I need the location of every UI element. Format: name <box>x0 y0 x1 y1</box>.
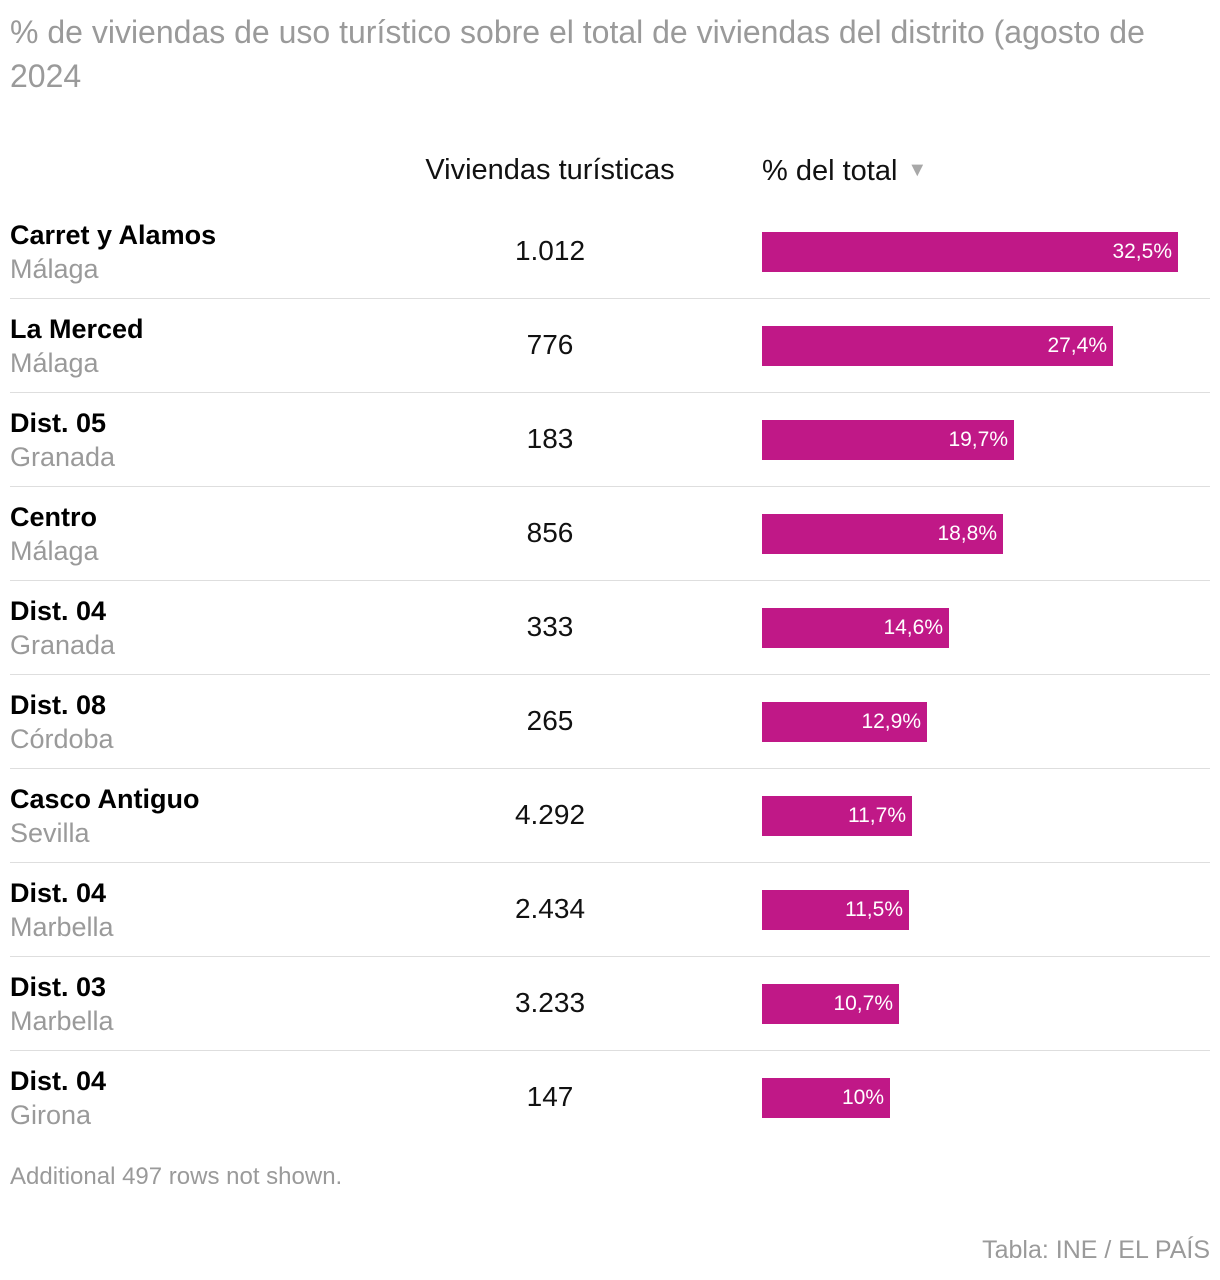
district-name: Dist. 05 <box>10 408 107 438</box>
table-body: Carret y Alamos Málaga 1.012 32,5% La Merced… <box>0 205 1220 1145</box>
tourist-housing-count: 856 <box>526 517 574 548</box>
pct-bar: 18,8% <box>762 514 1003 554</box>
city-name: Marbella <box>10 1006 114 1036</box>
pct-bar: 12,9% <box>762 702 927 742</box>
district-name: Dist. 04 <box>10 596 107 626</box>
pct-bar: 14,6% <box>762 608 949 648</box>
pct-bar-label: 18,8% <box>937 522 997 545</box>
tourist-housing-count: 265 <box>526 705 574 736</box>
pct-bar: 19,7% <box>762 420 1014 460</box>
city-name: Málaga <box>10 348 99 378</box>
tourist-housing-count: 1.012 <box>514 235 586 266</box>
district-name: La Merced <box>10 314 144 344</box>
pct-bar-label: 10% <box>841 1086 884 1109</box>
table-row: La Merced Málaga 776 27,4% <box>0 299 1220 393</box>
tourist-housing-count: 3.233 <box>514 987 586 1018</box>
rows-not-shown-note: Additional 497 rows not shown. <box>10 1163 343 1190</box>
tourist-housing-count: 4.292 <box>514 799 586 830</box>
city-name: Granada <box>10 630 116 660</box>
pct-bar: 11,5% <box>762 890 909 930</box>
table-row: Dist. 04 Girona 147 10% <box>0 1051 1220 1145</box>
city-name: Sevilla <box>10 818 90 848</box>
district-name: Carret y Alamos <box>10 220 217 250</box>
city-name: Málaga <box>10 536 99 566</box>
city-name: Granada <box>10 442 116 472</box>
tourist-housing-count: 776 <box>526 329 574 360</box>
pct-bar-label: 32,5% <box>1112 240 1172 263</box>
city-name: Marbella <box>10 912 114 942</box>
column-header-viviendas[interactable]: Viviendas turísticas <box>425 154 675 186</box>
sort-descending-icon[interactable]: ▼ <box>907 159 928 181</box>
district-name: Dist. 04 <box>10 1066 107 1096</box>
pct-bar-label: 11,5% <box>845 898 903 921</box>
table-row: Dist. 03 Marbella 3.233 10,7% <box>0 957 1220 1051</box>
city-name: Girona <box>10 1100 92 1130</box>
pct-bar: 11,7% <box>762 796 912 836</box>
bar-track: 11,7% <box>762 796 1178 836</box>
column-header-pct-label: % del total <box>762 155 898 187</box>
tourist-housing-count: 333 <box>526 611 574 642</box>
table-row: Centro Málaga 856 18,8% <box>0 487 1220 581</box>
pct-bar-label: 19,7% <box>948 428 1008 451</box>
table-row: Casco Antiguo Sevilla 4.292 11,7% <box>0 769 1220 863</box>
table-row: Dist. 04 Marbella 2.434 11,5% <box>0 863 1220 957</box>
bar-track: 11,5% <box>762 890 1178 930</box>
bar-track: 32,5% <box>762 232 1178 272</box>
district-name: Centro <box>10 502 97 532</box>
pct-bar-label: 10,7% <box>833 992 893 1015</box>
district-name: Dist. 03 <box>10 972 107 1002</box>
column-header-pct[interactable]: % del total ▼ <box>762 150 927 191</box>
bar-track: 12,9% <box>762 702 1178 742</box>
table-row: Dist. 05 Granada 183 19,7% <box>0 393 1220 487</box>
district-name: Dist. 04 <box>10 878 107 908</box>
pct-bar: 10% <box>762 1078 890 1118</box>
bar-track: 10,7% <box>762 984 1178 1024</box>
bar-track: 14,6% <box>762 608 1178 648</box>
bar-track: 10% <box>762 1078 1178 1118</box>
tourist-housing-count: 183 <box>526 423 574 454</box>
tourist-housing-count: 2.434 <box>514 893 586 924</box>
bar-track: 27,4% <box>762 326 1178 366</box>
pct-bar-label: 11,7% <box>848 804 906 827</box>
city-name: Córdoba <box>10 724 114 754</box>
city-name: Málaga <box>10 254 99 284</box>
pct-bar: 10,7% <box>762 984 899 1024</box>
pct-bar-label: 14,6% <box>883 616 943 639</box>
table-row: Carret y Alamos Málaga 1.012 32,5% <box>0 205 1220 299</box>
pct-bar-label: 12,9% <box>861 710 921 733</box>
table-row: Dist. 08 Córdoba 265 12,9% <box>0 675 1220 769</box>
pct-bar-label: 27,4% <box>1047 334 1107 357</box>
bar-track: 18,8% <box>762 514 1178 554</box>
table-row: Dist. 04 Granada 333 14,6% <box>0 581 1220 675</box>
tourist-housing-count: 147 <box>526 1081 574 1112</box>
table-header: Viviendas turísticas % del total ▼ <box>0 150 1220 190</box>
district-name: Casco Antiguo <box>10 784 200 814</box>
chart-title: % de viviendas de uso turístico sobre el… <box>10 14 1145 94</box>
bar-track: 19,7% <box>762 420 1178 460</box>
pct-bar: 27,4% <box>762 326 1113 366</box>
pct-bar: 32,5% <box>762 232 1178 272</box>
source-credit: Tabla: INE / EL PAÍS <box>982 1236 1210 1264</box>
district-name: Dist. 08 <box>10 690 107 720</box>
